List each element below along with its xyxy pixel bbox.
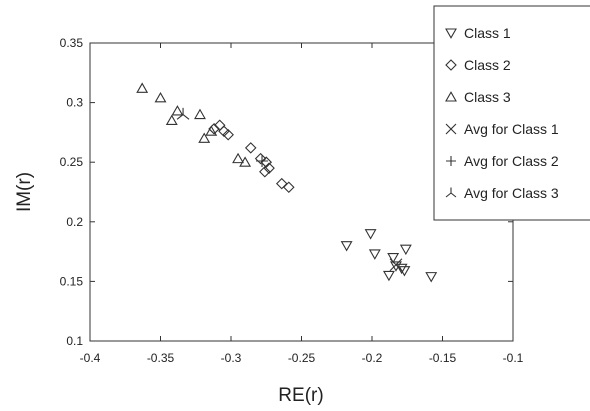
class-1-point — [387, 253, 400, 264]
class-3-point — [194, 108, 206, 120]
class-3-point — [198, 132, 211, 143]
x-axis: -0.4 -0.35 -0.3 -0.25 -0.2 -0.15 -0.1 — [80, 43, 524, 365]
class-3-point — [154, 91, 167, 103]
class-1-point — [395, 263, 408, 275]
class-1-point — [364, 229, 377, 240]
class-1-point — [382, 270, 395, 282]
class-1-point — [425, 272, 438, 283]
legend-avg-for-class-3-icon — [445, 187, 457, 198]
legend-class-3-label: Class 3 — [464, 89, 511, 105]
legend-avg-for-class-2-icon — [446, 156, 456, 166]
legend-class-2-label: Class 2 — [464, 57, 511, 73]
x-tick-label: -0.15 — [429, 351, 457, 365]
x-tick-label: -0.25 — [288, 351, 316, 365]
class-1-point — [398, 266, 411, 277]
legend-avg-for-class-3-label: Avg for Class 3 — [464, 185, 559, 201]
class-1-point — [390, 261, 402, 272]
legend-avg-for-class-1-label: Avg for Class 1 — [464, 121, 559, 137]
avg-for-class-2-point — [256, 155, 269, 168]
legend-avg-for-class-1-icon — [445, 123, 457, 135]
y-tick-label: 0.25 — [60, 155, 84, 169]
legend-class-1-label: Class 1 — [464, 25, 511, 41]
class-1-point — [368, 249, 381, 260]
class-3-point — [232, 152, 244, 164]
class-1-point — [340, 241, 353, 252]
legend-class-3-icon — [445, 91, 457, 102]
y-tick-label: 0.35 — [60, 36, 84, 50]
legend-class-1-icon — [445, 28, 457, 39]
y-axis: 0.1 0.15 0.2 0.25 0.3 0.35 — [60, 36, 513, 348]
class-3-point — [136, 82, 149, 93]
legend-avg-for-class-2-label: Avg for Class 2 — [464, 153, 559, 169]
legend-class-2-icon — [445, 59, 457, 71]
class-2-point — [259, 165, 271, 178]
avg-for-class-3-point — [176, 107, 190, 120]
class-3-point — [239, 156, 252, 167]
class-3-point — [165, 114, 178, 126]
class-2-point — [222, 129, 234, 141]
x-tick-label: -0.35 — [147, 351, 175, 365]
class-2-point — [275, 177, 288, 190]
avg-for-class-1-point — [389, 258, 403, 272]
y-tick-label: 0.15 — [60, 274, 84, 288]
class-3-point — [205, 125, 218, 136]
class-3-point — [171, 105, 184, 116]
y-tick-label: 0.3 — [66, 96, 83, 110]
y-tick-label: 0.1 — [66, 334, 83, 348]
class-2-point — [254, 152, 267, 165]
x-tick-label: -0.4 — [80, 351, 101, 365]
legend: Class 1 Class 2 Class 3 Avg for Class 1 Avg … — [433, 5, 590, 221]
y-axis-title: IM(r) — [14, 172, 35, 212]
data-points — [136, 82, 438, 283]
x-tick-label: -0.2 — [362, 351, 383, 365]
y-tick-label: 0.2 — [66, 215, 83, 229]
class-1-point — [399, 244, 412, 256]
x-tick-label: -0.3 — [221, 351, 242, 365]
x-tick-label: -0.1 — [503, 351, 524, 365]
class-2-point — [283, 181, 295, 194]
x-axis-title: RE(r) — [278, 385, 323, 406]
legend-box — [433, 5, 590, 221]
class-2-point — [244, 142, 257, 154]
